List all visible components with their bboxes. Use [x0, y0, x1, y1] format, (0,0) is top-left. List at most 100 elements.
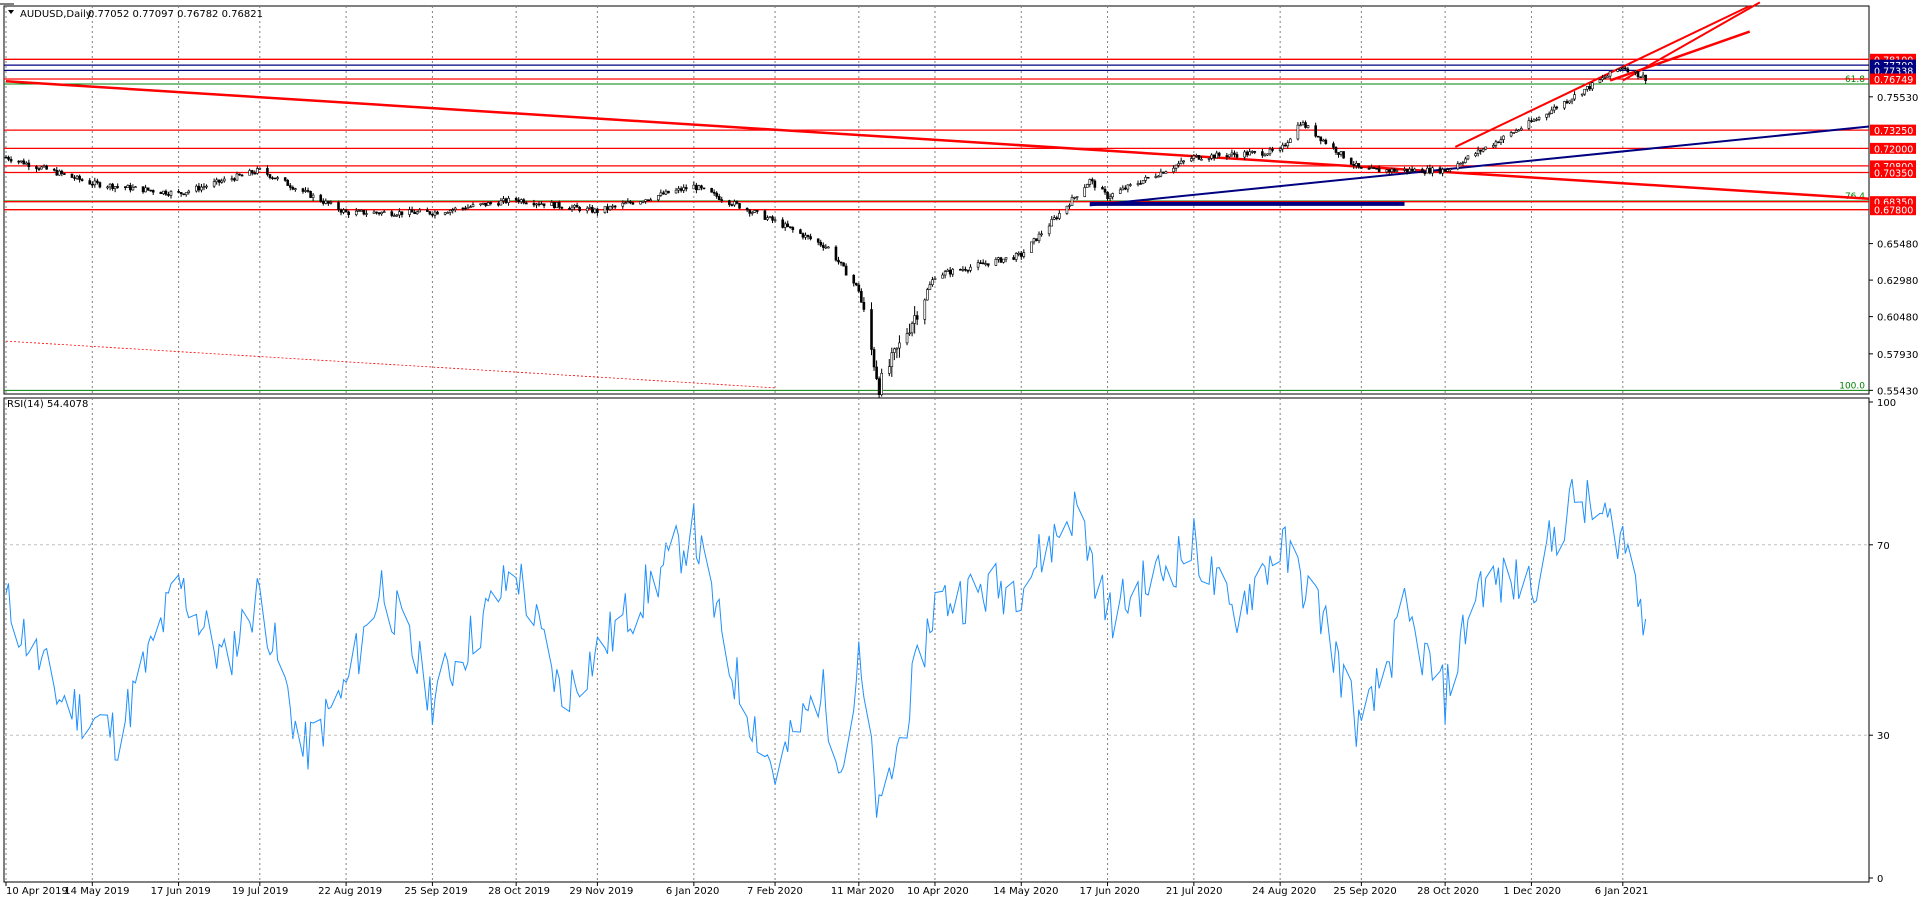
- candle-body: [720, 199, 724, 201]
- candle-body: [1129, 184, 1132, 186]
- candle-body: [22, 160, 26, 165]
- candle-body: [1370, 167, 1373, 170]
- candle-body: [852, 274, 856, 284]
- candle-body: [585, 207, 589, 212]
- candle-body: [1228, 154, 1231, 158]
- candle-body: [1144, 176, 1147, 181]
- candle-body: [1626, 68, 1630, 73]
- candle-body: [1583, 88, 1587, 95]
- candle-body: [525, 202, 528, 205]
- candle-body: [1519, 128, 1523, 131]
- candle-body: [1497, 141, 1500, 144]
- uptrend-line[interactable]: [1089, 125, 1870, 207]
- candle-body: [1250, 151, 1254, 153]
- candle-body: [504, 198, 508, 203]
- candle-body: [1248, 151, 1251, 156]
- rsi-label: RSI(14) 54.4078: [7, 399, 88, 410]
- candle-body: [735, 201, 739, 204]
- candle-body: [276, 177, 279, 180]
- candle-body: [1644, 74, 1647, 81]
- x-tick-label: 7 Feb 2020: [747, 886, 803, 897]
- candle-body: [390, 211, 394, 216]
- candle-body: [108, 183, 112, 188]
- candle-body: [1573, 94, 1576, 100]
- downtrend-line[interactable]: [5, 79, 1870, 201]
- candle-body: [52, 168, 56, 171]
- candle-body: [116, 186, 119, 188]
- candle-body: [1527, 120, 1531, 129]
- candle-body: [451, 209, 455, 211]
- candle-body: [126, 185, 130, 188]
- price-axis: 0.75530 0.65480 0.62980 0.60480 0.57930 0.554…: [4, 93, 1918, 885]
- candle-body: [1091, 179, 1094, 182]
- candle-body: [1367, 168, 1371, 170]
- candle-body: [905, 333, 909, 344]
- candle-body: [1174, 164, 1178, 169]
- candle-body: [1314, 125, 1317, 137]
- candle-body: [327, 200, 330, 204]
- candle-body: [537, 203, 541, 206]
- candle-body: [27, 162, 31, 168]
- candle-body: [1476, 149, 1480, 154]
- candle-body: [415, 211, 419, 215]
- candle-body: [1410, 168, 1414, 172]
- candle-body: [964, 268, 967, 271]
- x-tick-label: 17 Jun 2020: [1080, 886, 1140, 897]
- candle-body: [1372, 167, 1376, 169]
- candle-body: [1636, 70, 1640, 78]
- candle-body: [1334, 147, 1338, 153]
- x-tick-label: 6 Jan 2020: [666, 886, 720, 897]
- candle-body: [1088, 179, 1092, 185]
- candle-body: [1426, 167, 1429, 174]
- candle-body: [1360, 166, 1363, 169]
- candle-body: [824, 246, 828, 249]
- candle-body: [1075, 196, 1079, 198]
- candle-body: [42, 165, 46, 168]
- candle-body: [461, 207, 465, 210]
- candle-body: [484, 202, 488, 206]
- candle-body: [781, 219, 784, 228]
- candle-body: [1225, 155, 1229, 158]
- candle-body: [1375, 168, 1378, 170]
- candle-body: [657, 195, 660, 201]
- candle-body: [1517, 129, 1521, 132]
- candle-body: [354, 210, 358, 216]
- candle-body: [294, 188, 297, 190]
- candle-body: [344, 209, 348, 213]
- candle-body: [898, 342, 901, 349]
- candle-body: [763, 210, 767, 220]
- x-tick-label: 10 Apr 2019: [6, 886, 68, 897]
- candle-body: [626, 201, 630, 204]
- horizontal-levels: 61.876.4100.0: [4, 58, 1869, 391]
- candle-body: [588, 207, 592, 209]
- candle-body: [1070, 197, 1074, 206]
- candle-body: [1278, 148, 1282, 151]
- candle-body: [1215, 152, 1218, 159]
- price-badge: [1870, 64, 1916, 76]
- channel-line-steep[interactable]: [1609, 30, 1751, 82]
- candle-body: [1438, 167, 1442, 174]
- candle-body: [131, 186, 135, 191]
- candle-body: [1195, 155, 1198, 157]
- dotted-trend-line[interactable]: [5, 340, 776, 389]
- channel-line-lower[interactable]: [1622, 1, 1761, 82]
- chevron-down-icon[interactable]: [8, 10, 14, 14]
- candle-body: [1022, 252, 1026, 257]
- rsi-y-tick-label: 30: [1877, 731, 1890, 742]
- candle-body: [1499, 139, 1503, 143]
- candle-body: [1570, 98, 1574, 102]
- candle-body: [692, 184, 696, 190]
- candle-body: [63, 173, 66, 175]
- x-tick-label: 28 Oct 2019: [488, 886, 550, 897]
- candle-body: [981, 262, 985, 265]
- candle-body: [695, 184, 698, 191]
- candle-body: [222, 178, 226, 182]
- candle-body: [1484, 146, 1488, 150]
- candle-body: [271, 177, 274, 179]
- candle-body: [1618, 67, 1622, 70]
- candle-body: [700, 185, 703, 189]
- candle-body: [55, 169, 59, 176]
- candle-body: [273, 177, 277, 180]
- candle-body: [540, 203, 543, 206]
